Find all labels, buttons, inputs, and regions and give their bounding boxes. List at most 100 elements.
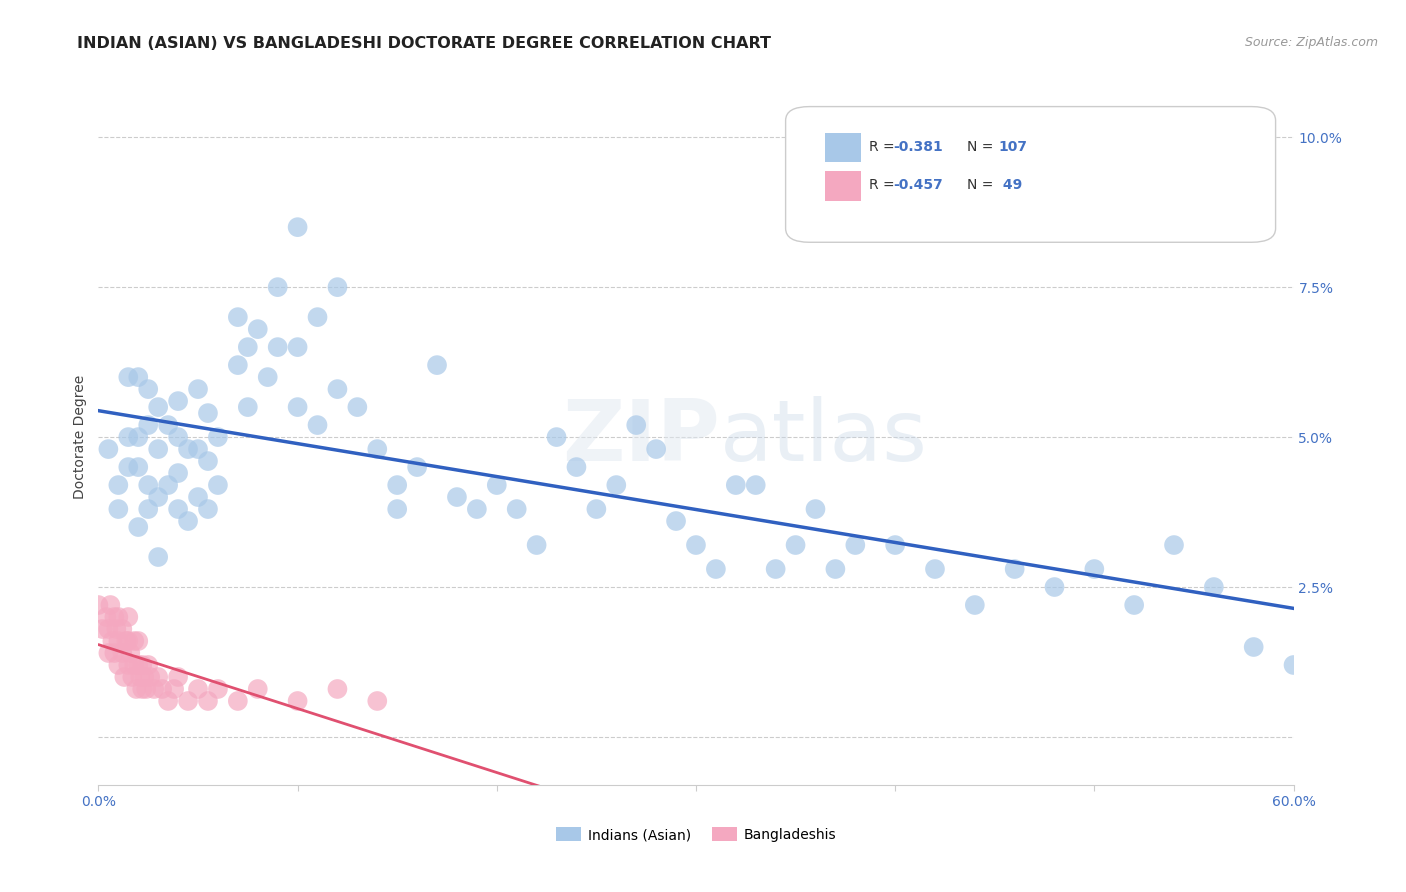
Point bbox=[167, 670, 190, 684]
Point bbox=[177, 694, 200, 708]
Y-axis label: Doctorate Degree: Doctorate Degree bbox=[73, 375, 87, 500]
Point bbox=[546, 430, 568, 444]
Point bbox=[287, 694, 309, 708]
Point bbox=[127, 634, 149, 648]
Point bbox=[131, 681, 153, 696]
Point bbox=[645, 442, 668, 456]
Point bbox=[157, 694, 180, 708]
Point bbox=[131, 658, 153, 673]
Point bbox=[267, 340, 290, 354]
Point bbox=[207, 430, 229, 444]
Point bbox=[256, 370, 278, 384]
Text: N =: N = bbox=[967, 178, 998, 192]
Point bbox=[526, 538, 548, 552]
Point bbox=[117, 460, 139, 475]
Text: ZIP: ZIP bbox=[562, 395, 720, 479]
Point bbox=[124, 634, 146, 648]
Point bbox=[129, 670, 152, 684]
Text: N =: N = bbox=[967, 140, 998, 154]
Point bbox=[103, 610, 125, 624]
Point bbox=[107, 634, 129, 648]
Point bbox=[366, 442, 388, 456]
Point bbox=[765, 562, 787, 576]
Point bbox=[117, 370, 139, 384]
Point bbox=[112, 670, 135, 684]
Point bbox=[426, 358, 449, 372]
Point bbox=[187, 490, 209, 504]
Point bbox=[177, 514, 200, 528]
Point bbox=[136, 382, 159, 396]
Point bbox=[167, 502, 190, 516]
Point bbox=[127, 370, 149, 384]
Point bbox=[246, 322, 269, 336]
Point bbox=[605, 478, 627, 492]
Point bbox=[307, 418, 329, 433]
Point bbox=[111, 622, 134, 636]
Point bbox=[107, 658, 129, 673]
Point bbox=[139, 670, 162, 684]
Point bbox=[107, 502, 129, 516]
Point bbox=[406, 460, 429, 475]
Point bbox=[136, 478, 159, 492]
Point bbox=[135, 681, 157, 696]
Point bbox=[136, 658, 159, 673]
Text: -0.381: -0.381 bbox=[893, 140, 943, 154]
Point bbox=[465, 502, 488, 516]
Point bbox=[307, 310, 329, 325]
Point bbox=[150, 681, 173, 696]
Point bbox=[346, 400, 368, 414]
Point bbox=[121, 670, 143, 684]
Point bbox=[148, 549, 170, 564]
Point bbox=[143, 681, 166, 696]
Text: INDIAN (ASIAN) VS BANGLADESHI DOCTORATE DEGREE CORRELATION CHART: INDIAN (ASIAN) VS BANGLADESHI DOCTORATE … bbox=[77, 36, 772, 51]
Point bbox=[844, 538, 866, 552]
Point bbox=[98, 598, 122, 612]
Point bbox=[506, 502, 529, 516]
Point bbox=[1282, 658, 1305, 673]
Point bbox=[724, 478, 747, 492]
Text: R =: R = bbox=[869, 140, 900, 154]
Point bbox=[127, 658, 149, 673]
Point bbox=[127, 520, 149, 534]
Point bbox=[136, 418, 159, 433]
Point bbox=[804, 502, 827, 516]
Point bbox=[326, 681, 349, 696]
Point bbox=[565, 460, 588, 475]
Point bbox=[136, 502, 159, 516]
Point bbox=[1123, 598, 1146, 612]
Point bbox=[665, 514, 688, 528]
Text: 107: 107 bbox=[998, 140, 1028, 154]
FancyBboxPatch shape bbox=[786, 106, 1275, 243]
Point bbox=[134, 670, 156, 684]
Point bbox=[97, 646, 120, 660]
Point bbox=[236, 340, 259, 354]
Point bbox=[124, 658, 146, 673]
Point bbox=[924, 562, 946, 576]
Point bbox=[824, 562, 846, 576]
Point bbox=[197, 694, 219, 708]
Point bbox=[97, 442, 120, 456]
Point bbox=[167, 394, 190, 409]
Point bbox=[117, 430, 139, 444]
Point bbox=[1043, 580, 1066, 594]
Point bbox=[187, 681, 209, 696]
Point bbox=[127, 430, 149, 444]
Text: -0.457: -0.457 bbox=[893, 178, 943, 192]
Point bbox=[148, 490, 170, 504]
Point bbox=[187, 382, 209, 396]
Point bbox=[120, 646, 142, 660]
Point bbox=[1163, 538, 1185, 552]
Point bbox=[91, 622, 114, 636]
Point bbox=[236, 400, 259, 414]
Point bbox=[287, 400, 309, 414]
Point bbox=[246, 681, 269, 696]
Point bbox=[107, 610, 129, 624]
Point bbox=[148, 670, 170, 684]
Point bbox=[157, 418, 180, 433]
Point bbox=[87, 598, 110, 612]
Point bbox=[177, 442, 200, 456]
Point bbox=[685, 538, 707, 552]
Point bbox=[326, 280, 349, 294]
Point bbox=[115, 634, 138, 648]
Text: Source: ZipAtlas.com: Source: ZipAtlas.com bbox=[1244, 36, 1378, 49]
